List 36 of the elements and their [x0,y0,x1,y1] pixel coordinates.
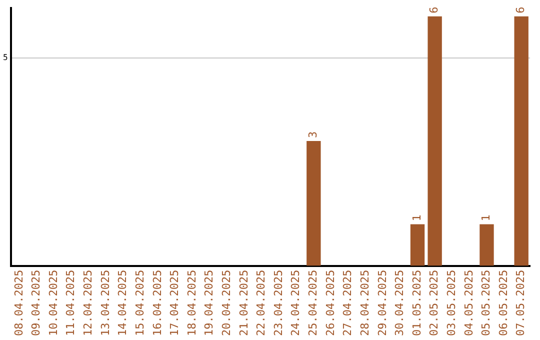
x-tick-label: 12.04.2025 [82,270,95,336]
x-tick-label: 23.04.2025 [272,270,285,336]
x-tick-label: 06.05.2025 [496,270,510,336]
x-tick-label: 17.04.2025 [168,270,182,336]
x-tick-label: 08.04.2025 [12,270,26,336]
x-tick-label: 28.04.2025 [358,270,372,336]
x-tick-label: 01.05.2025 [410,270,424,336]
x-tick-label: 24.04.2025 [289,270,302,336]
x-tick-label: 04.05.2025 [462,270,476,336]
x-tick-label: 30.04.2025 [393,270,406,336]
x-tick-label: 03.05.2025 [444,270,458,336]
x-tick-label: 15.04.2025 [133,270,146,336]
x-tick-label: 22.04.2025 [254,270,268,336]
data-label: 6 [428,6,441,14]
x-tick-label: 05.05.2025 [480,270,493,336]
x-tick-label: 16.04.2025 [150,270,164,336]
x-tick-label: 09.04.2025 [30,270,43,336]
data-label: 1 [410,214,424,222]
x-tick-label: 13.04.2025 [98,270,112,336]
x-tick-label: 27.04.2025 [341,270,354,336]
x-tick-label: 26.04.2025 [324,270,337,336]
x-tick-label: 10.04.2025 [46,270,60,336]
x-tick-label: 02.05.2025 [428,270,441,336]
x-tick-label: 29.04.2025 [376,270,389,336]
x-tick-label: 11.04.2025 [64,270,78,336]
y-tick-label: 5 [2,52,8,62]
data-label: 1 [480,214,493,222]
x-tick-label: 07.05.2025 [514,270,528,336]
x-tick-label: 21.04.2025 [237,270,250,336]
data-label: 6 [514,6,528,14]
x-tick-label: 18.04.2025 [185,270,198,336]
x-tick-label: 14.04.2025 [116,270,130,336]
data-label: 3 [306,131,320,138]
x-tick-label: 25.04.2025 [306,270,320,336]
x-tick-label: 20.04.2025 [220,270,233,336]
x-tick-label: 19.04.2025 [202,270,216,336]
